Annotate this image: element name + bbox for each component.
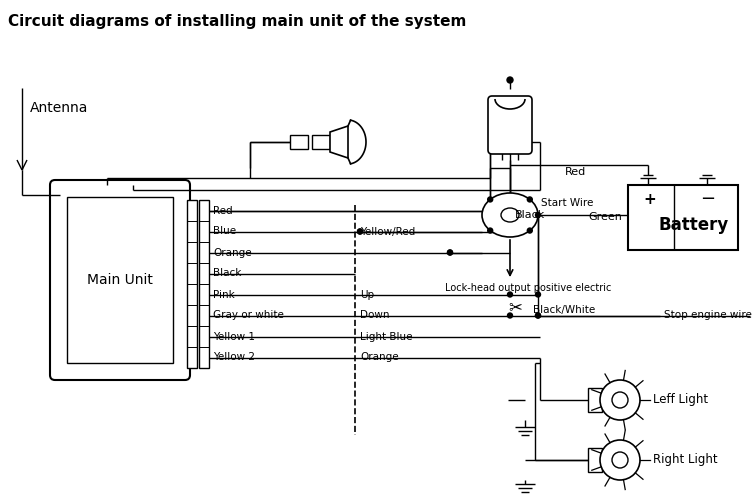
Text: Black: Black bbox=[515, 210, 545, 220]
Circle shape bbox=[488, 228, 493, 233]
Text: Yellow 1: Yellow 1 bbox=[213, 331, 255, 342]
Circle shape bbox=[535, 212, 541, 218]
Circle shape bbox=[488, 197, 493, 202]
Circle shape bbox=[507, 77, 513, 83]
Text: Green: Green bbox=[588, 212, 622, 223]
Circle shape bbox=[448, 250, 452, 255]
Text: Main Unit: Main Unit bbox=[87, 273, 153, 287]
Text: Blue: Blue bbox=[213, 227, 236, 237]
Circle shape bbox=[358, 229, 362, 234]
Text: Lock-head output positive electric: Lock-head output positive electric bbox=[445, 283, 612, 293]
Text: +: + bbox=[643, 191, 656, 206]
Text: Light Blue: Light Blue bbox=[360, 331, 412, 342]
Circle shape bbox=[612, 392, 628, 408]
Text: Antenna: Antenna bbox=[30, 101, 88, 115]
Circle shape bbox=[600, 440, 640, 480]
Text: Yellow/Red: Yellow/Red bbox=[360, 227, 415, 237]
Text: Up: Up bbox=[360, 290, 374, 300]
Circle shape bbox=[527, 197, 532, 202]
Bar bbox=[187, 200, 197, 368]
Polygon shape bbox=[330, 126, 348, 158]
Text: Circuit diagrams of installing main unit of the system: Circuit diagrams of installing main unit… bbox=[8, 14, 467, 29]
Text: Right Light: Right Light bbox=[653, 453, 717, 467]
Circle shape bbox=[535, 313, 541, 318]
Bar bbox=[67, 197, 173, 363]
Text: Black: Black bbox=[213, 268, 242, 278]
Bar bbox=[588, 388, 602, 412]
Text: ✂: ✂ bbox=[508, 299, 522, 316]
Text: Red: Red bbox=[213, 205, 233, 215]
Text: Leff Light: Leff Light bbox=[653, 393, 708, 407]
Circle shape bbox=[358, 229, 362, 234]
Text: −: − bbox=[700, 190, 715, 208]
Text: Red: Red bbox=[565, 167, 586, 177]
FancyBboxPatch shape bbox=[50, 180, 190, 380]
Text: Stop engine wire: Stop engine wire bbox=[664, 310, 752, 320]
FancyBboxPatch shape bbox=[488, 96, 532, 154]
Text: Yellow 2: Yellow 2 bbox=[213, 353, 255, 363]
Text: Pink: Pink bbox=[213, 290, 235, 300]
Text: Battery: Battery bbox=[659, 216, 729, 234]
Ellipse shape bbox=[482, 193, 538, 237]
Bar bbox=[199, 200, 209, 368]
Bar bbox=[588, 448, 602, 472]
Text: Orange: Orange bbox=[360, 353, 399, 363]
Circle shape bbox=[507, 313, 513, 318]
Circle shape bbox=[527, 228, 532, 233]
Text: Orange: Orange bbox=[213, 248, 251, 257]
Circle shape bbox=[507, 292, 513, 297]
Text: Start Wire: Start Wire bbox=[541, 198, 593, 208]
Bar bbox=[628, 185, 738, 250]
Circle shape bbox=[535, 292, 541, 297]
Circle shape bbox=[448, 250, 452, 255]
Text: Gray or white: Gray or white bbox=[213, 310, 284, 320]
Ellipse shape bbox=[501, 208, 519, 222]
Bar bbox=[312, 135, 330, 149]
Circle shape bbox=[600, 380, 640, 420]
Bar bbox=[290, 135, 308, 149]
Circle shape bbox=[535, 313, 541, 318]
Circle shape bbox=[612, 452, 628, 468]
Text: Down: Down bbox=[360, 310, 390, 320]
Text: Black/White: Black/White bbox=[533, 305, 595, 314]
